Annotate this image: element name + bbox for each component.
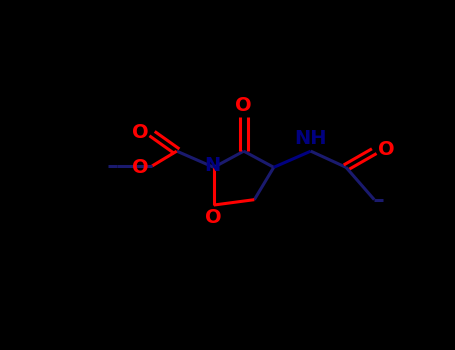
Text: O: O — [132, 123, 148, 142]
Text: NH: NH — [294, 130, 327, 148]
Text: O: O — [206, 208, 222, 227]
Text: N: N — [204, 156, 220, 175]
Text: O: O — [378, 140, 394, 159]
Text: O: O — [235, 96, 252, 115]
Text: O: O — [132, 158, 148, 177]
